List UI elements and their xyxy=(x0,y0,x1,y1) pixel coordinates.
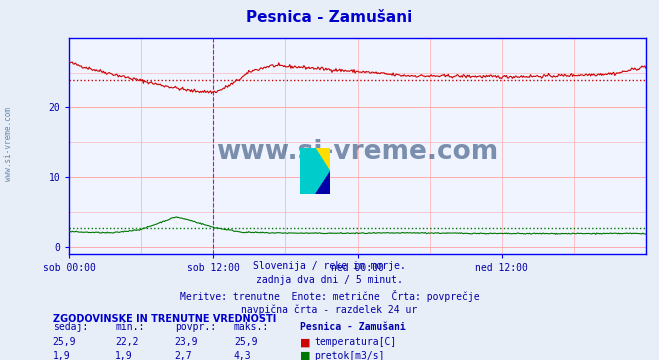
Polygon shape xyxy=(315,148,330,171)
Text: maks.:: maks.: xyxy=(234,322,269,332)
Text: www.si-vreme.com: www.si-vreme.com xyxy=(216,139,499,165)
Text: ■: ■ xyxy=(300,337,310,347)
Text: min.:: min.: xyxy=(115,322,145,332)
Text: 23,9: 23,9 xyxy=(175,337,198,347)
Text: 4,3: 4,3 xyxy=(234,351,252,360)
Text: Meritve: trenutne  Enote: metrične  Črta: povprečje: Meritve: trenutne Enote: metrične Črta: … xyxy=(180,290,479,302)
Text: pretok[m3/s]: pretok[m3/s] xyxy=(314,351,385,360)
Text: ■: ■ xyxy=(300,351,310,360)
Text: 25,9: 25,9 xyxy=(53,337,76,347)
Text: 1,9: 1,9 xyxy=(115,351,133,360)
Text: povpr.:: povpr.: xyxy=(175,322,215,332)
Text: sedaj:: sedaj: xyxy=(53,322,88,332)
Text: 2,7: 2,7 xyxy=(175,351,192,360)
Text: 22,2: 22,2 xyxy=(115,337,139,347)
Text: zadnja dva dni / 5 minut.: zadnja dva dni / 5 minut. xyxy=(256,275,403,285)
Text: Pesnica - Zamušani: Pesnica - Zamušani xyxy=(246,10,413,25)
Text: www.si-vreme.com: www.si-vreme.com xyxy=(4,107,13,181)
Text: Slovenija / reke in morje.: Slovenija / reke in morje. xyxy=(253,261,406,271)
Text: temperatura[C]: temperatura[C] xyxy=(314,337,397,347)
Text: Pesnica - Zamušani: Pesnica - Zamušani xyxy=(300,322,405,332)
Text: 25,9: 25,9 xyxy=(234,337,258,347)
Polygon shape xyxy=(315,171,330,194)
Text: 1,9: 1,9 xyxy=(53,351,71,360)
Text: navpična črta - razdelek 24 ur: navpična črta - razdelek 24 ur xyxy=(241,304,418,315)
Text: ZGODOVINSKE IN TRENUTNE VREDNOSTI: ZGODOVINSKE IN TRENUTNE VREDNOSTI xyxy=(53,314,276,324)
Polygon shape xyxy=(300,148,330,194)
